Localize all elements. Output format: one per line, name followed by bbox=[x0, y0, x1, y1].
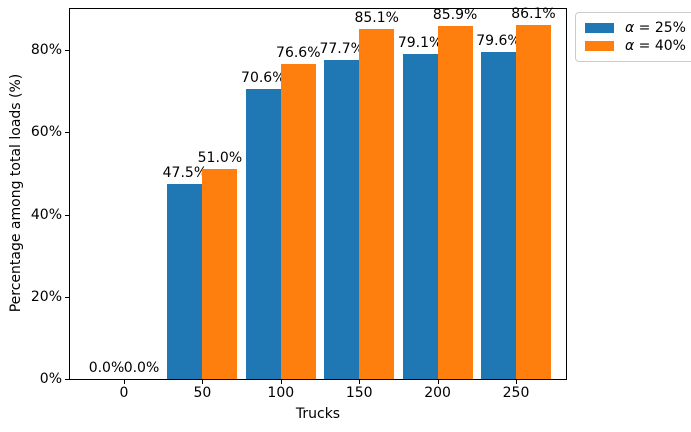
bar-value-label: 85.1% bbox=[354, 10, 399, 27]
bar-series0-cat250 bbox=[481, 51, 516, 379]
x-tick-mark bbox=[124, 380, 125, 384]
x-tick-label: 0 bbox=[119, 385, 129, 401]
y-tick-label: 20% bbox=[30, 289, 62, 305]
x-tick-mark bbox=[437, 380, 439, 384]
legend-label-suffix: = 25% bbox=[634, 20, 686, 36]
legend-entry-series0: α = 25% bbox=[585, 19, 686, 37]
plot-area: 0.0% 0.0% 47.5% 51.0% 70.6% 76.6% 77.7% 85.1% 79… bbox=[69, 6, 567, 380]
bar-series0-cat200 bbox=[402, 53, 438, 379]
x-tick-label: 250 bbox=[502, 385, 530, 401]
y-tick-label: 60% bbox=[30, 124, 62, 140]
legend-entry-label: α = 40% bbox=[625, 37, 686, 55]
legend-entry-series1: α = 40% bbox=[585, 37, 686, 55]
bar-value-label: 79.6% bbox=[476, 32, 521, 49]
x-tick-label: 50 bbox=[193, 385, 212, 401]
x-tick-label: 100 bbox=[267, 385, 295, 401]
bar-series1-cat50 bbox=[202, 169, 238, 379]
y-tick-mark bbox=[65, 379, 69, 380]
bar-value-label: 70.6% bbox=[241, 69, 286, 86]
alpha-symbol: α bbox=[625, 38, 635, 54]
bar-value-label: 0.0% bbox=[88, 360, 125, 376]
y-tick-label: 40% bbox=[30, 207, 62, 223]
y-tick-mark bbox=[65, 297, 69, 298]
legend-swatch bbox=[585, 23, 614, 33]
x-tick-mark bbox=[202, 380, 204, 384]
x-tick-mark bbox=[280, 380, 282, 384]
y-tick-label: 0% bbox=[39, 371, 62, 387]
y-axis-label: Percentage among total loads (%) bbox=[8, 73, 24, 313]
legend: α = 25% α = 40% bbox=[575, 12, 691, 62]
bar-series1-cat250 bbox=[516, 25, 551, 379]
bar-value-label: 51.0% bbox=[197, 150, 243, 167]
bar-value-label: 86.1% bbox=[511, 6, 556, 23]
bar-value-label: 85.9% bbox=[432, 6, 478, 23]
bar-value-label: 47.5% bbox=[162, 164, 208, 181]
bar-series1-cat200 bbox=[437, 25, 473, 379]
x-tick-mark bbox=[359, 380, 361, 384]
y-tick-label: 80% bbox=[30, 42, 62, 58]
bar-value-label: 79.1% bbox=[397, 34, 443, 51]
y-tick-mark bbox=[65, 132, 69, 133]
x-tick-mark bbox=[516, 380, 517, 384]
bar-value-label: 77.7% bbox=[319, 40, 364, 57]
bar-value-label: 76.6% bbox=[276, 45, 321, 62]
x-tick-label: 200 bbox=[424, 385, 451, 401]
bar-value-label: 0.0% bbox=[123, 360, 160, 376]
alpha-symbol: α bbox=[625, 20, 635, 36]
y-tick-mark bbox=[65, 50, 69, 51]
legend-label-suffix: = 40% bbox=[634, 38, 686, 54]
legend-entry-label: α = 25% bbox=[625, 19, 686, 37]
bar-series1-cat150 bbox=[359, 29, 395, 379]
bar-series1-cat100 bbox=[280, 64, 316, 379]
legend-swatch bbox=[585, 41, 614, 51]
bar-series0-cat50 bbox=[167, 183, 203, 379]
bar-series0-cat150 bbox=[324, 59, 360, 379]
x-axis-label: Trucks bbox=[295, 406, 341, 422]
x-tick-label: 150 bbox=[345, 385, 373, 401]
y-tick-mark bbox=[65, 215, 69, 216]
bar-series0-cat100 bbox=[245, 88, 281, 379]
